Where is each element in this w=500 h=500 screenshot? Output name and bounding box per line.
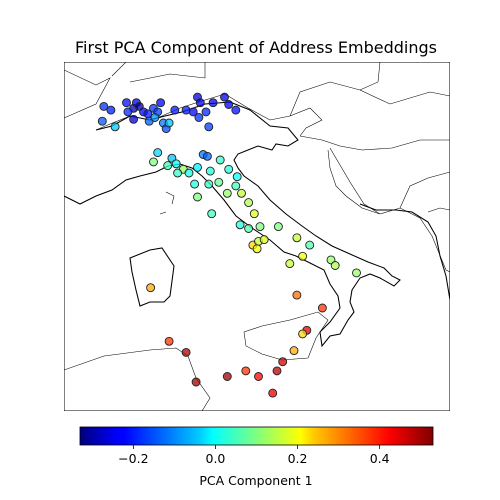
border-east-europe [289, 62, 450, 117]
data-point [222, 188, 232, 198]
data-point [285, 259, 295, 269]
data-point [272, 366, 282, 376]
corsica-outline [159, 191, 175, 215]
italy-outline [64, 101, 401, 348]
data-point [204, 179, 214, 189]
data-point [292, 290, 302, 300]
data-point [252, 244, 262, 254]
border-adriatic-east [327, 149, 381, 215]
data-point [208, 98, 218, 108]
data-point [123, 107, 133, 117]
data-points [97, 92, 361, 398]
data-point [97, 116, 107, 126]
data-point [170, 105, 180, 115]
data-point [222, 372, 232, 381]
map-area [64, 62, 450, 411]
data-point [201, 107, 211, 117]
data-point [181, 347, 191, 357]
border-balkans-inner [399, 171, 450, 213]
data-point [129, 114, 139, 124]
colorbar-tick-label: −0.2 [118, 451, 148, 466]
colorbar-gradient [79, 426, 434, 446]
data-point [232, 172, 242, 182]
colorbar: −0.2 0.0 0.2 0.4 PCA Component 1 [79, 426, 434, 488]
data-point [298, 329, 308, 339]
data-point [259, 235, 269, 245]
chart-title: First PCA Component of Address Embedding… [75, 38, 437, 57]
data-point [289, 346, 299, 356]
data-point [254, 372, 263, 381]
data-point [278, 357, 288, 367]
map-background [64, 62, 450, 411]
data-point [255, 222, 265, 232]
colorbar-tick-label: 0.0 [206, 451, 226, 466]
colorbar-ticks: −0.2 0.0 0.2 0.4 [118, 445, 390, 466]
data-point [273, 222, 283, 232]
colorbar-tick-label: 0.4 [370, 451, 390, 466]
data-point [156, 98, 166, 108]
data-point [235, 220, 245, 230]
data-point [352, 268, 361, 278]
data-point [193, 162, 202, 172]
sardinia-outline [129, 247, 175, 307]
data-point [191, 377, 201, 387]
data-point [110, 122, 120, 132]
data-point [204, 122, 214, 132]
data-point [171, 159, 181, 169]
data-point [193, 192, 202, 202]
data-point [149, 157, 158, 167]
data-point [153, 148, 163, 158]
data-point [99, 101, 109, 111]
data-point [184, 168, 194, 178]
data-point [150, 113, 160, 122]
data-point [188, 107, 198, 117]
data-point [330, 261, 340, 270]
data-point [173, 168, 183, 178]
data-point [106, 105, 116, 115]
balkans-coast [359, 203, 450, 301]
data-point [215, 155, 225, 165]
data-point [122, 98, 131, 108]
data-point [214, 177, 224, 187]
data-point [220, 92, 229, 102]
data-point [205, 166, 215, 176]
border-north-west [64, 69, 111, 119]
data-point [231, 181, 241, 191]
border-sicily-region [243, 311, 329, 361]
data-point [249, 209, 259, 219]
data-point [164, 118, 174, 128]
data-point [241, 366, 251, 376]
data-point [305, 240, 315, 250]
data-point [163, 161, 173, 171]
data-point [244, 198, 254, 208]
data-point [164, 336, 174, 346]
data-point [298, 251, 308, 261]
data-point [202, 151, 212, 161]
border-central-europe [111, 62, 206, 83]
data-point [292, 233, 302, 243]
data-point [146, 283, 156, 293]
data-point [224, 100, 234, 109]
data-point [231, 105, 241, 115]
data-point [207, 209, 217, 219]
data-point [195, 98, 205, 108]
border-balkans [299, 135, 450, 151]
data-point [194, 113, 204, 122]
data-point [268, 388, 278, 398]
colorbar-label: PCA Component 1 [199, 473, 312, 488]
data-point [237, 188, 246, 198]
data-point [190, 179, 200, 189]
data-point [317, 303, 327, 313]
colorbar-tick-label: 0.2 [288, 451, 308, 466]
data-point [224, 164, 234, 174]
data-point [244, 224, 254, 233]
